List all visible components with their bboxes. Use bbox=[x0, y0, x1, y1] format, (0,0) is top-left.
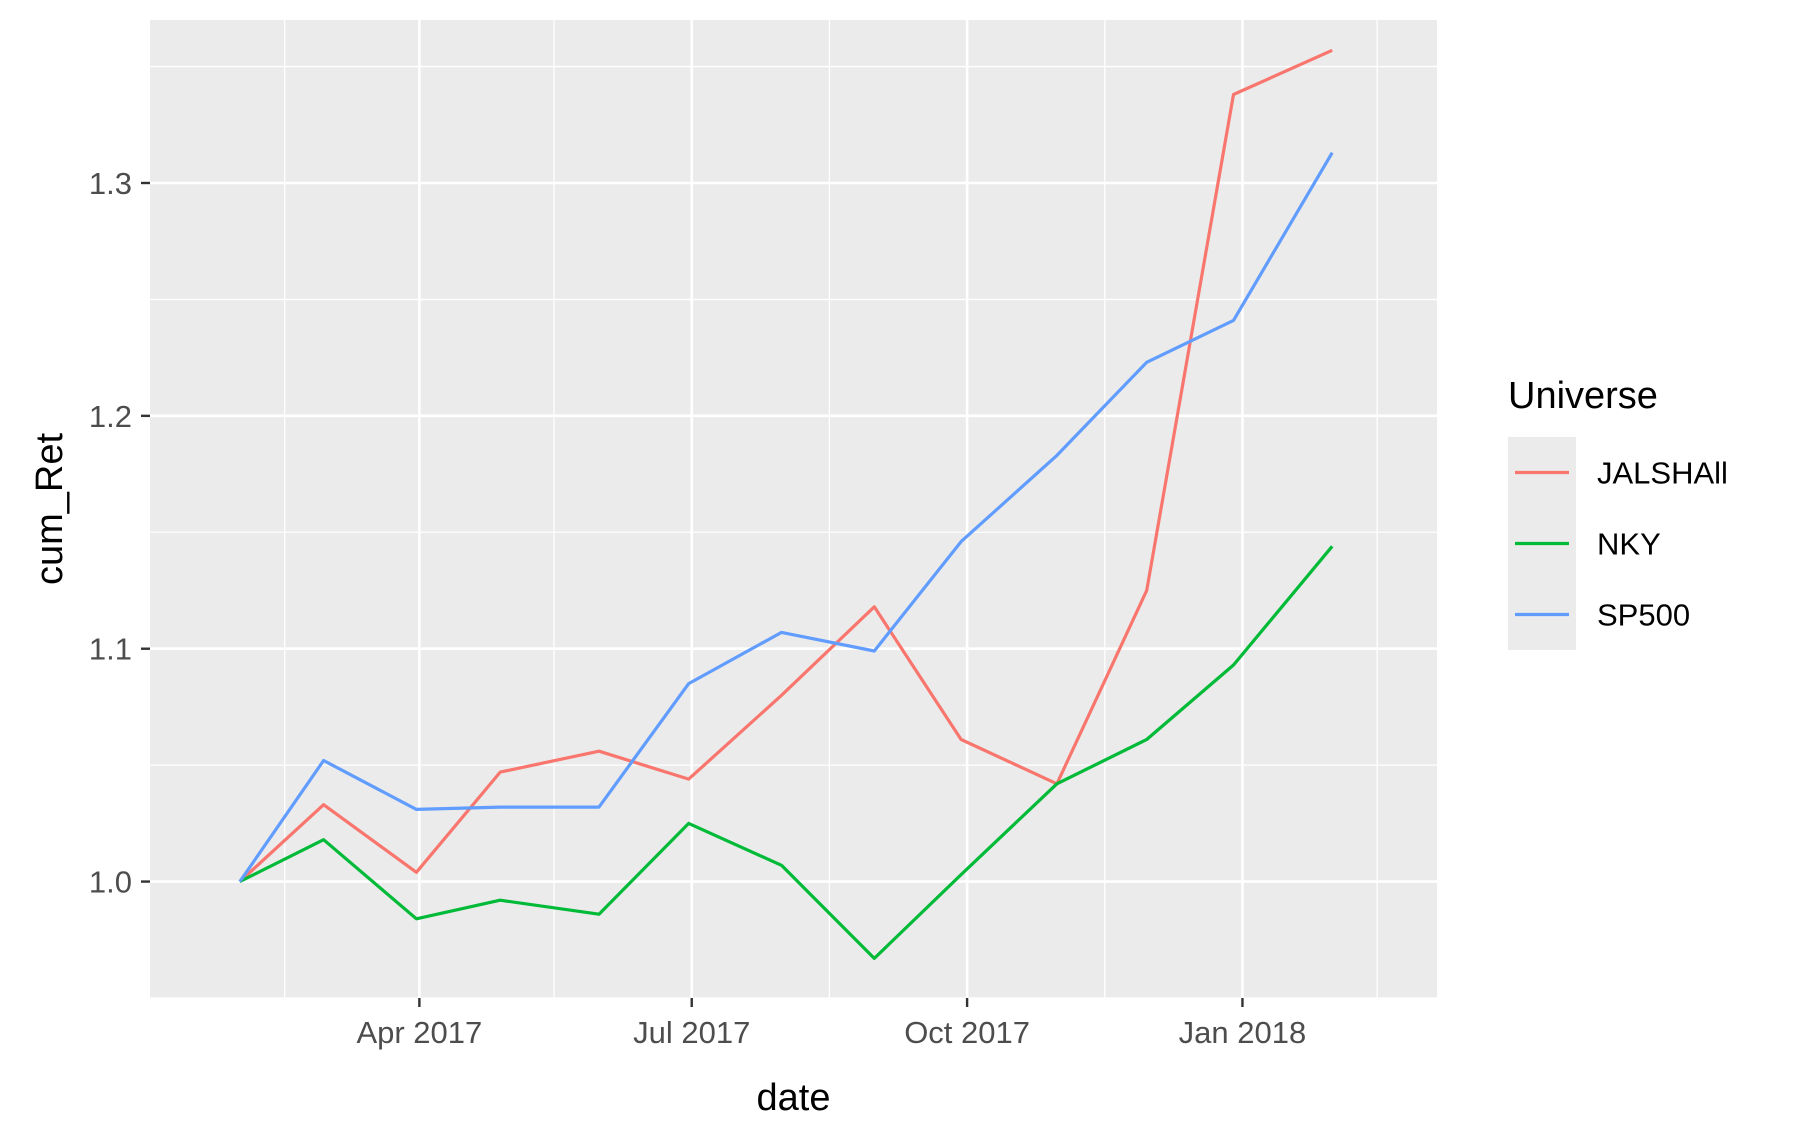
series-line-jalshall bbox=[238, 48, 1333, 883]
y-tick-label: 1.1 bbox=[89, 632, 132, 667]
y-tick-label: 1.0 bbox=[89, 865, 132, 900]
legend: Universe JALSHAll NKY SP500 bbox=[1508, 375, 1728, 650]
major-grid bbox=[150, 20, 1437, 998]
x-axis: Apr 2017 Jul 2017 Oct 2017 Jan 2018 bbox=[356, 998, 1306, 1050]
legend-item-jalshall: JALSHAll bbox=[1508, 437, 1728, 508]
plot-panel bbox=[150, 20, 1437, 998]
x-tick-label: Oct 2017 bbox=[904, 1015, 1030, 1050]
legend-label: SP500 bbox=[1597, 598, 1690, 633]
x-tick-label: Jan 2018 bbox=[1179, 1015, 1307, 1050]
legend-items: JALSHAll NKY SP500 bbox=[1508, 437, 1728, 650]
series-line-sp500 bbox=[238, 151, 1334, 883]
legend-item-sp500: SP500 bbox=[1508, 579, 1690, 650]
y-axis-title: cum_Ret bbox=[29, 433, 71, 585]
y-tick-label: 1.3 bbox=[89, 166, 132, 201]
y-axis: 1.0 1.1 1.2 1.3 bbox=[89, 166, 150, 900]
legend-label: NKY bbox=[1597, 527, 1661, 562]
x-axis-title: date bbox=[757, 1077, 831, 1119]
series-lines bbox=[238, 48, 1334, 961]
legend-item-nky: NKY bbox=[1508, 508, 1661, 579]
y-tick-label: 1.2 bbox=[89, 399, 132, 434]
legend-title: Universe bbox=[1508, 375, 1658, 417]
x-tick-label: Jul 2017 bbox=[633, 1015, 750, 1050]
legend-label: JALSHAll bbox=[1597, 456, 1728, 491]
x-tick-label: Apr 2017 bbox=[356, 1015, 482, 1050]
series-line-nky bbox=[239, 545, 1334, 961]
